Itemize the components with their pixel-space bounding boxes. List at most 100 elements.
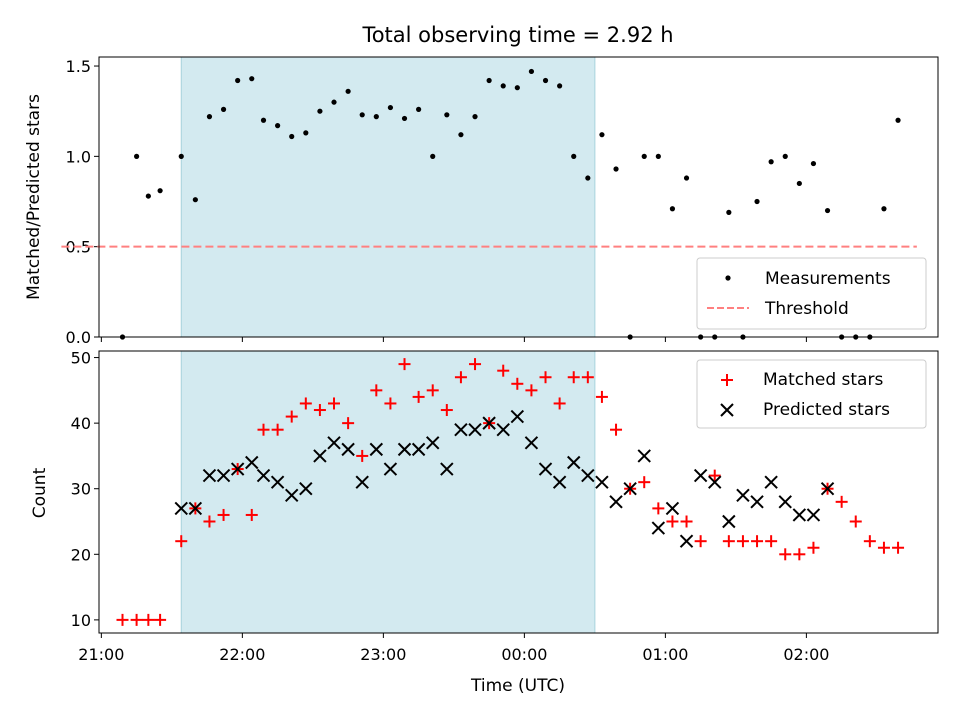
predicted-star-mark-b (202, 468, 217, 483)
measurement-point (528, 68, 535, 75)
matched-star-point (271, 423, 284, 436)
predicted-star-mark-b (299, 482, 313, 496)
matched-star-point (217, 508, 230, 521)
predicted-star-point (722, 514, 736, 529)
measurement-point (571, 153, 577, 159)
matched-star-point (722, 535, 735, 548)
top-y-axis-label: Matched/Predicted stars (24, 94, 44, 300)
matched-star-point (116, 613, 129, 626)
measurement-point (345, 88, 351, 94)
legend-dot-marker (725, 275, 731, 281)
predicted-star-mark-b (736, 488, 750, 502)
predicted-star-point (216, 468, 231, 483)
measurement-point (373, 114, 379, 120)
matched-star-point (652, 502, 665, 515)
matched-star-point (412, 390, 425, 403)
observing-window-shade (180, 56, 596, 338)
predicted-star-point (327, 436, 341, 450)
predicted-star-point (538, 462, 553, 476)
legend-plus-marker (721, 374, 733, 386)
measurement-point (331, 99, 337, 105)
matched-star-point (130, 613, 143, 626)
matched-star-point (892, 541, 905, 554)
matched-star-point (849, 515, 862, 528)
top-y-tick-label: 1.5 (66, 57, 91, 76)
predicted-star-point (651, 521, 666, 535)
top-legend: Measurements Threshold (696, 257, 927, 330)
predicted-star-point (411, 442, 426, 457)
predicted-star-point (679, 534, 694, 548)
matched-star-point (680, 515, 693, 528)
top-y-tick-label: 1.0 (66, 147, 91, 166)
predicted-star-mark-b (693, 468, 708, 483)
bottom-plot-area (98, 350, 939, 634)
matched-star-point (154, 613, 167, 626)
measurement-point (641, 153, 647, 159)
matched-star-point (638, 476, 651, 489)
predicted-star-mark-b (270, 475, 285, 489)
predicted-star-point (426, 436, 440, 450)
predicted-star-mark-b (609, 495, 623, 509)
measurement-point (134, 153, 140, 159)
predicted-star-point (693, 468, 708, 483)
matched-star-point (398, 358, 411, 371)
predicted-star-point (736, 488, 750, 502)
predicted-star-point (454, 422, 468, 437)
measurement-point (500, 83, 506, 89)
predicted-star-mark-b (679, 534, 694, 548)
measurement-point (585, 175, 591, 181)
matched-star-point (497, 364, 510, 377)
predicted-star-mark-b (595, 475, 609, 489)
predicted-star-point (245, 455, 259, 470)
predicted-star-point (524, 436, 539, 450)
predicted-star-mark-b (426, 436, 440, 450)
predicted-star-point (552, 475, 567, 489)
matched-star-point (257, 423, 270, 436)
predicted-star-point (270, 475, 285, 489)
top-legend-box (696, 257, 927, 330)
bottom-legend: Matched stars Predicted stars (696, 359, 927, 429)
predicted-star-mark-b (750, 495, 764, 509)
predicted-star-mark-b (285, 488, 299, 502)
bottom-y-axis-label: Count (30, 467, 50, 518)
predicted-star-mark-b (468, 422, 482, 437)
predicted-star-mark-b (581, 468, 595, 483)
measurement-point (824, 207, 831, 214)
measurement-point (782, 153, 788, 159)
predicted-star-mark-b (369, 442, 384, 457)
measurement-point (895, 117, 901, 123)
predicted-star-point (256, 468, 271, 483)
predicted-star-point (383, 462, 398, 476)
predicted-star-mark-b (397, 442, 412, 457)
matched-star-point (328, 397, 341, 410)
predicted-star-point (792, 508, 807, 522)
matched-star-point (313, 404, 326, 417)
measurement-point (249, 76, 255, 82)
measurement-point (486, 77, 492, 84)
predicted-star-mark-b (552, 475, 567, 489)
predicted-star-mark-b (245, 455, 259, 470)
predicted-star-point (440, 462, 454, 476)
predicted-star-point (482, 416, 496, 430)
matched-star-point (779, 548, 792, 561)
matched-star-point (370, 384, 383, 397)
predicted-star-mark-b (708, 475, 722, 489)
measurement-point (796, 180, 802, 187)
matched-star-point (736, 535, 749, 548)
measurement-point (754, 198, 760, 205)
matched-star-point (694, 535, 707, 548)
bottom-y-tick-label: 20 (71, 545, 91, 564)
top-y-tick-label: 0.0 (66, 328, 91, 347)
measurement-point (317, 108, 323, 114)
matched-star-point (835, 495, 848, 508)
matched-star-point (469, 358, 482, 371)
matched-star-point (877, 541, 890, 554)
predicted-star-point (230, 462, 245, 476)
measurement-point (289, 133, 295, 140)
measurement-point (430, 153, 436, 159)
measurement-point (387, 104, 394, 111)
predicted-star-mark-b (778, 495, 792, 509)
matched-star-point (285, 410, 298, 423)
predicted-star-point (820, 482, 835, 496)
